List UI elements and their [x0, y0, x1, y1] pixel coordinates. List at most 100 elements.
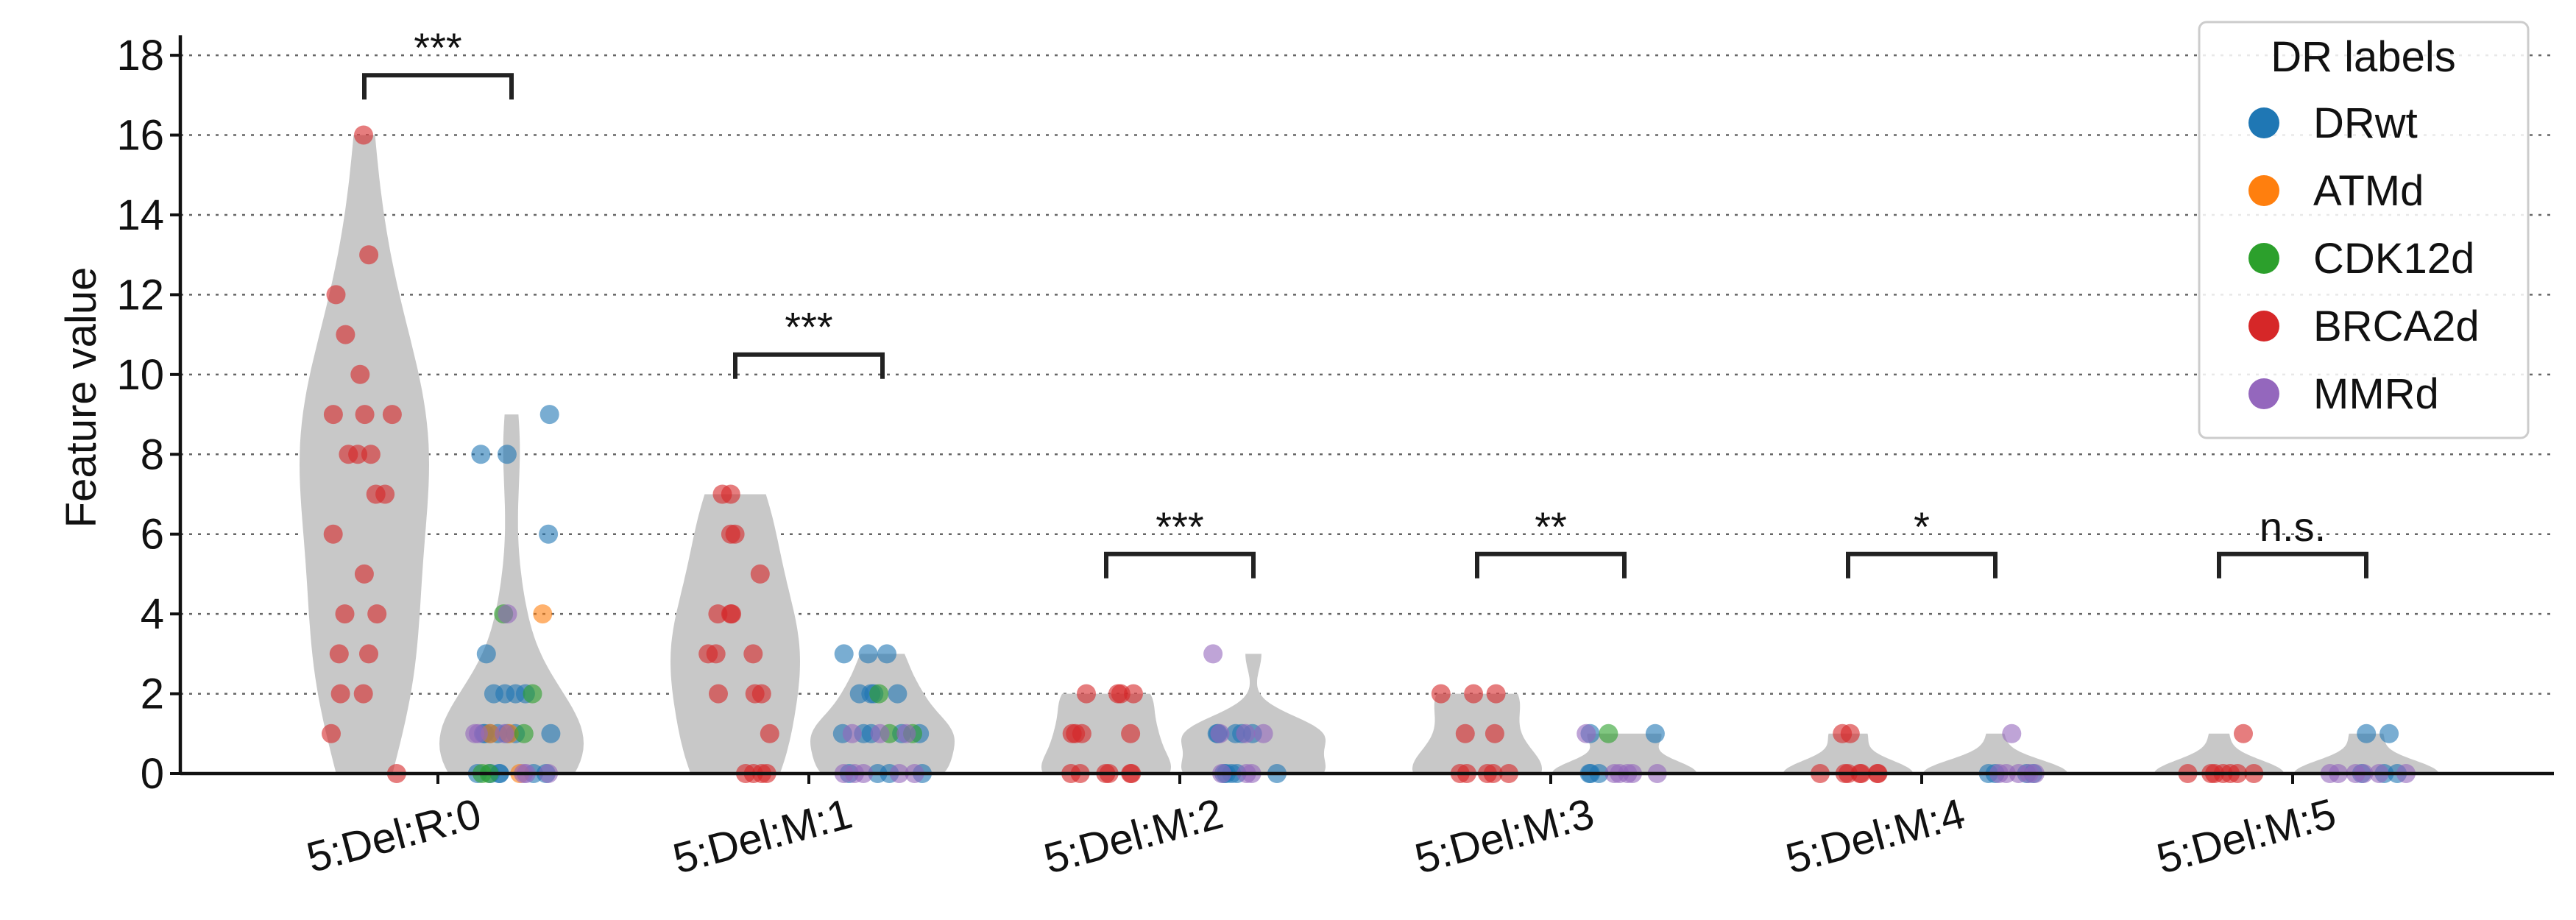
point-mmrd	[1203, 644, 1223, 664]
point-drwt	[888, 684, 907, 704]
point-mmrd	[1253, 723, 1273, 743]
legend-label: CDK12d	[2313, 235, 2474, 283]
legend: DR labels DRwt ATMd CDK12d BRCA2d MMRd	[2198, 21, 2530, 439]
y-tick-label: 14	[116, 191, 164, 239]
point-drwt	[497, 445, 517, 464]
point-drwt	[539, 405, 559, 425]
violin-others	[810, 654, 955, 774]
violin-others	[1552, 733, 1696, 774]
x-tick-label: 5:Del:M:5	[2152, 790, 2341, 883]
point-mmrd	[1210, 723, 1230, 743]
point-brca2d	[323, 524, 343, 544]
point-drwt	[541, 723, 561, 743]
point-brca2d	[1486, 684, 1506, 704]
point-brca2d	[1455, 723, 1475, 743]
y-axis-title: Feature value	[57, 267, 105, 528]
significance-bracket	[733, 352, 885, 379]
point-cdk12d	[514, 723, 534, 743]
significance-label: ***	[414, 24, 461, 71]
y-tick-label: 6	[141, 511, 164, 559]
point-brca2d	[326, 285, 346, 305]
point-brca2d	[698, 644, 718, 664]
data-points	[322, 125, 2416, 783]
significance-label: ***	[785, 304, 832, 350]
y-tick-label: 8	[141, 431, 164, 478]
point-brca2d	[361, 445, 381, 464]
point-mmrd	[870, 723, 890, 743]
y-ticks: 0 2 4 6 8 10 12 14 16 18	[116, 32, 180, 798]
point-brca2d	[2234, 723, 2253, 743]
point-cdk12d	[1599, 723, 1618, 743]
point-mmrd	[498, 604, 517, 624]
point-drwt	[2357, 723, 2377, 743]
violin-others	[1181, 654, 1326, 774]
point-brca2d	[359, 245, 379, 265]
legend-marker-drwt	[2248, 107, 2279, 138]
x-tick-label: 5:Del:M:1	[668, 790, 857, 883]
point-drwt	[834, 644, 854, 664]
point-brca2d	[366, 484, 386, 504]
point-atmd	[533, 604, 553, 624]
point-brca2d	[743, 644, 763, 664]
point-mmrd	[2002, 723, 2022, 743]
point-drwt	[476, 644, 496, 664]
significance-label: ***	[1156, 503, 1203, 550]
point-brca2d	[1066, 723, 1086, 743]
significance-brackets: ********* ** * n.s.	[362, 24, 2368, 578]
point-brca2d	[354, 564, 374, 584]
point-drwt	[2379, 723, 2399, 743]
legend-label: BRCA2d	[2313, 302, 2480, 350]
y-tick-label: 16	[116, 112, 164, 160]
point-brca2d	[1833, 723, 1853, 743]
violin-brca2d	[2154, 733, 2284, 774]
point-brca2d	[1108, 684, 1128, 704]
violin-brca2d	[1783, 733, 1913, 774]
violins	[300, 135, 2438, 774]
legend-marker-mmrd	[2248, 378, 2279, 409]
violin-others	[2294, 733, 2438, 774]
legend-marker-brca2d	[2248, 311, 2279, 342]
point-mmrd	[1577, 723, 1596, 743]
x-tick-label: 5:Del:M:4	[1781, 790, 1970, 883]
significance-bracket	[2217, 551, 2368, 578]
point-brca2d	[760, 723, 779, 743]
significance-bracket	[1104, 551, 1256, 578]
point-mmrd	[1236, 723, 1256, 743]
significance-bracket	[1475, 551, 1627, 578]
point-brca2d	[323, 405, 343, 425]
y-tick-label: 18	[116, 32, 164, 79]
point-drwt	[877, 644, 896, 664]
legend-box	[2198, 21, 2530, 439]
point-brca2d	[353, 684, 373, 704]
point-brca2d	[355, 405, 375, 425]
point-drwt	[539, 524, 559, 544]
point-brca2d	[359, 644, 378, 664]
x-tick-label: 5:Del:M:3	[1410, 790, 1599, 883]
point-drwt	[484, 684, 503, 704]
violin-brca2d	[1041, 693, 1171, 774]
y-tick-label: 2	[141, 670, 164, 718]
point-brca2d	[1121, 723, 1141, 743]
x-tick-label: 5:Del:R:0	[302, 790, 486, 882]
point-mmrd	[842, 723, 862, 743]
point-brca2d	[330, 684, 350, 704]
point-drwt	[471, 445, 491, 464]
grid-lines	[180, 54, 2554, 695]
legend-title: DR labels	[2271, 33, 2455, 81]
point-cdk12d	[523, 684, 542, 704]
point-drwt	[1645, 723, 1665, 743]
legend-label: DRwt	[2313, 99, 2418, 147]
axes	[178, 35, 2554, 776]
y-tick-label: 4	[141, 590, 164, 638]
point-brca2d	[354, 125, 373, 145]
legend-marker-atmd	[2248, 175, 2279, 206]
violin-brca2d	[670, 494, 800, 774]
point-brca2d	[708, 604, 728, 624]
point-brca2d	[350, 364, 370, 384]
y-tick-label: 0	[141, 750, 164, 798]
point-brca2d	[1464, 684, 1484, 704]
point-drwt	[849, 684, 869, 704]
significance-label: n.s.	[2260, 503, 2326, 550]
point-brca2d	[751, 684, 771, 704]
